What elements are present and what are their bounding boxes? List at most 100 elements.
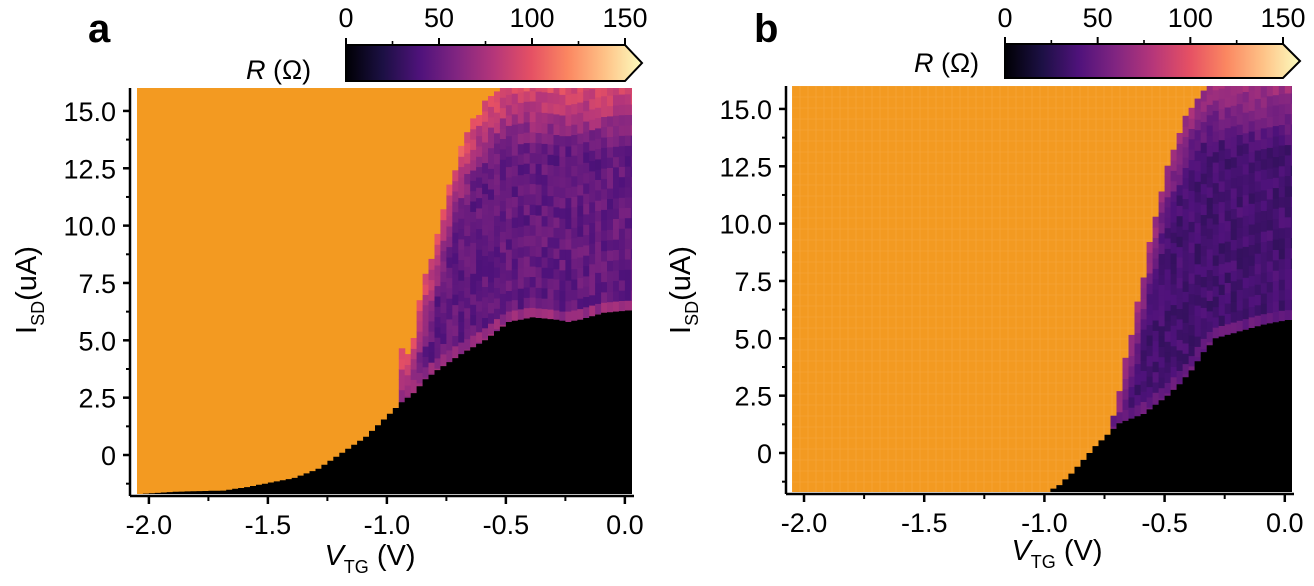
heatmap-cell bbox=[1188, 190, 1196, 202]
heatmap-cell bbox=[434, 254, 441, 266]
heatmap-cell bbox=[1158, 284, 1166, 296]
heatmap-cell bbox=[523, 111, 531, 123]
heatmap-cell bbox=[523, 307, 531, 319]
panel-b: b R (Ω) 0 50 100 150 0 2.5 5.0 7.5 10.0 12.5 15.0… bbox=[665, 3, 1306, 572]
heatmap-cell bbox=[476, 197, 483, 209]
heatmap-cell bbox=[1152, 237, 1160, 249]
y-tick-label: 10.0 bbox=[719, 210, 772, 240]
heatmap-cell bbox=[1242, 163, 1250, 175]
heatmap-cell bbox=[577, 277, 584, 289]
heatmap-cell bbox=[1188, 221, 1196, 233]
heatmap-cell bbox=[1278, 207, 1286, 218]
heatmap-cell bbox=[476, 290, 483, 302]
heatmap-cell bbox=[1134, 404, 1142, 416]
heatmap-cell bbox=[601, 260, 608, 272]
heatmap-cell bbox=[1260, 86, 1268, 88]
heatmap-cell bbox=[446, 308, 453, 320]
heatmap-cell bbox=[547, 195, 554, 207]
heatmap-cell bbox=[577, 194, 584, 206]
heatmap-cell bbox=[559, 218, 566, 230]
heatmap-cell bbox=[523, 183, 531, 195]
heatmap-cell bbox=[1284, 103, 1292, 115]
heatmap-cell bbox=[476, 135, 483, 147]
heatmap-cell bbox=[595, 179, 602, 191]
heatmap-cell bbox=[607, 157, 614, 168]
heatmap-cell bbox=[541, 256, 549, 268]
heatmap-cell bbox=[1164, 227, 1172, 239]
heatmap-cell bbox=[1176, 246, 1184, 258]
heatmap-cell bbox=[571, 227, 578, 239]
heatmap-cell bbox=[1248, 296, 1256, 308]
x-axis-label-b: VTG (V) bbox=[1011, 535, 1102, 572]
heatmap-cell bbox=[1248, 120, 1256, 132]
heatmap-cell bbox=[428, 351, 435, 363]
heatmap-cell bbox=[1218, 284, 1226, 295]
heatmap-cell bbox=[422, 315, 430, 326]
heatmap-cell bbox=[505, 197, 513, 209]
heatmap-cell bbox=[523, 88, 531, 92]
heatmap-cell bbox=[1140, 318, 1148, 330]
heatmap-cell bbox=[1188, 334, 1196, 346]
heatmap-cell bbox=[1200, 173, 1208, 185]
heatmap-cell bbox=[1224, 189, 1232, 201]
heatmap-cell bbox=[1206, 259, 1214, 271]
heatmap-cell bbox=[458, 311, 465, 322]
heatmap-cell bbox=[1278, 86, 1286, 94]
heatmap-cell bbox=[1176, 184, 1184, 196]
heatmap-cell bbox=[1272, 301, 1280, 312]
heatmap-cell bbox=[1158, 274, 1166, 285]
heatmap-cell bbox=[458, 280, 465, 291]
heatmap-cell bbox=[446, 184, 453, 196]
heatmap-cell bbox=[613, 88, 620, 96]
heatmap-cell bbox=[1170, 221, 1178, 233]
heatmap-cell bbox=[571, 155, 578, 166]
heatmap-cell bbox=[1272, 259, 1280, 271]
heatmap-cell bbox=[1140, 391, 1148, 402]
heatmap-cell bbox=[1140, 329, 1148, 340]
heatmap-cell bbox=[511, 88, 519, 94]
heatmap-cell bbox=[1266, 250, 1274, 262]
heatmap-cell bbox=[1140, 370, 1148, 382]
heatmap-cell bbox=[565, 104, 572, 116]
heatmap-cell bbox=[607, 146, 614, 158]
heatmap-cell bbox=[494, 287, 501, 299]
heatmap-cell bbox=[1284, 144, 1292, 156]
heatmap-cell bbox=[452, 190, 459, 202]
heatmap-cell bbox=[618, 114, 626, 126]
heatmap-cell bbox=[1212, 296, 1220, 308]
heatmap-cell bbox=[1212, 120, 1220, 132]
heatmap-cell bbox=[422, 273, 430, 285]
heatmap-cell bbox=[440, 353, 447, 365]
heatmap-cell bbox=[1182, 363, 1190, 375]
heatmap-cell bbox=[1290, 278, 1292, 290]
heatmap-cell bbox=[1266, 260, 1274, 272]
colorbar-a: R (Ω) 0 50 100 150 bbox=[246, 3, 648, 85]
heatmap-cell bbox=[1272, 280, 1280, 292]
heatmap-cell bbox=[1278, 258, 1286, 270]
heatmap-cell bbox=[1140, 308, 1148, 320]
heatmap-cell bbox=[565, 311, 572, 322]
heatmap-cell bbox=[1200, 162, 1208, 174]
heatmap-cell bbox=[482, 183, 489, 195]
heatmap-cell bbox=[1146, 345, 1154, 357]
heatmap-cell bbox=[1200, 338, 1208, 350]
heatmap-cell bbox=[583, 213, 590, 225]
heatmap-cell bbox=[440, 333, 447, 344]
heatmap-cell bbox=[1224, 117, 1232, 129]
heatmap-cell bbox=[1140, 287, 1148, 299]
colorbar-tick-label: 0 bbox=[338, 3, 353, 33]
heatmap-cell bbox=[571, 165, 578, 177]
heatmap-cell bbox=[1254, 263, 1262, 275]
heatmap-cell bbox=[476, 331, 483, 343]
heatmap-cell bbox=[595, 96, 602, 108]
heatmap-cell bbox=[541, 236, 549, 248]
heatmap-cell bbox=[410, 348, 418, 360]
heatmap-cell bbox=[559, 207, 566, 219]
heatmap-cell bbox=[589, 98, 596, 110]
heatmap-cell bbox=[1218, 180, 1226, 192]
heatmap-cell bbox=[1200, 276, 1208, 288]
heatmap-cell bbox=[618, 88, 626, 95]
heatmap-cell bbox=[529, 162, 537, 174]
heatmap-cell bbox=[1248, 306, 1256, 318]
heatmap-cell bbox=[1290, 123, 1292, 135]
